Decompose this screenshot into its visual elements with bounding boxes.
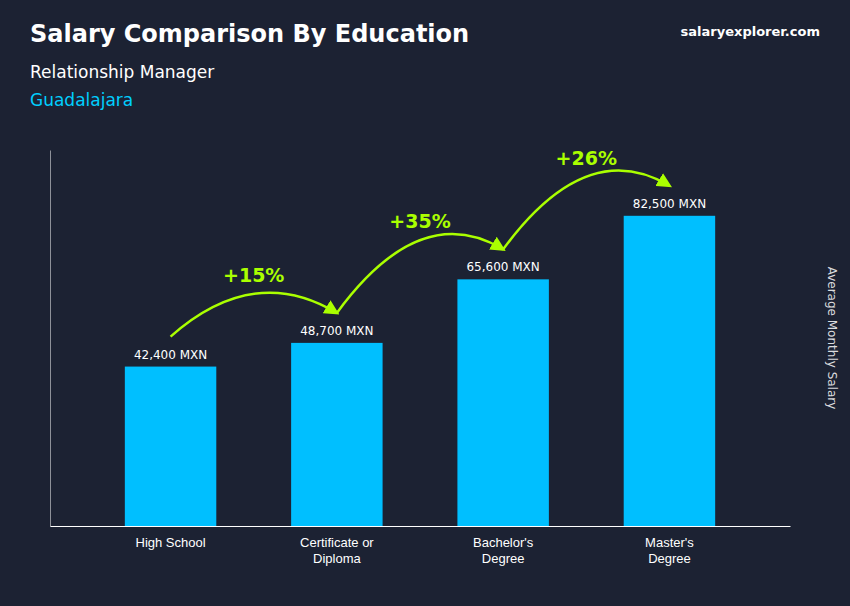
annotation: +26% [556, 147, 617, 169]
annotation-arrow [503, 171, 669, 250]
x-axis: High School Certificate orDiploma Bachelor… [51, 526, 791, 566]
x-tick-label: Master'sDegree [645, 535, 694, 566]
annotation: +15% [223, 264, 284, 286]
bar [457, 279, 548, 526]
annotation-arrow [337, 234, 503, 313]
chart: Salary Comparison By Education Relationsh… [0, 0, 850, 606]
x-tick-label-line: High School [136, 535, 206, 550]
subtitle: Guadalajara [30, 90, 133, 110]
annotation: +35% [389, 210, 450, 232]
y-axis [50, 151, 51, 527]
x-tick-label-line: Degree [648, 551, 691, 566]
source: salaryexplorer.com [681, 24, 820, 39]
plot: High School Certificate orDiploma Bachelor… [51, 147, 791, 566]
data-label: 82,500 MXN [633, 197, 706, 211]
x-tick-label: High School [136, 535, 206, 550]
annotations: +15% +35% +26% [171, 147, 670, 337]
x-axis-line [51, 526, 791, 527]
data-label: 48,700 MXN [300, 324, 373, 338]
data-label: 65,600 MXN [466, 260, 539, 274]
subtitle: Relationship Manager [30, 62, 214, 82]
annotation-arrow [171, 293, 337, 337]
x-tick-label-line: Master's [645, 535, 694, 550]
y-axis-title: Average Monthly Salary [825, 267, 839, 410]
x-tick: Bachelor'sDegree [473, 526, 534, 566]
x-tick: Master'sDegree [645, 526, 694, 566]
title: Salary Comparison By Education [30, 20, 469, 48]
background [0, 0, 850, 606]
bars [125, 216, 715, 526]
x-tick-label-line: Degree [482, 551, 525, 566]
x-tick-label: Certificate orDiploma [300, 535, 374, 566]
y-axis-line [50, 151, 51, 527]
x-tick-label-line: Certificate or [300, 535, 374, 550]
data-label: 42,400 MXN [134, 348, 207, 362]
x-tick: High School [136, 526, 206, 550]
data-labels: 42,400 MXN 48,700 MXN 65,600 MXN 82,500 MXN [134, 197, 706, 362]
bar [291, 343, 382, 526]
x-tick-label: Bachelor'sDegree [473, 535, 534, 566]
bar [125, 367, 216, 526]
bar [624, 216, 715, 526]
x-tick: Certificate orDiploma [300, 526, 374, 566]
x-tick-label-line: Bachelor's [473, 535, 534, 550]
x-tick-label-line: Diploma [313, 551, 361, 566]
